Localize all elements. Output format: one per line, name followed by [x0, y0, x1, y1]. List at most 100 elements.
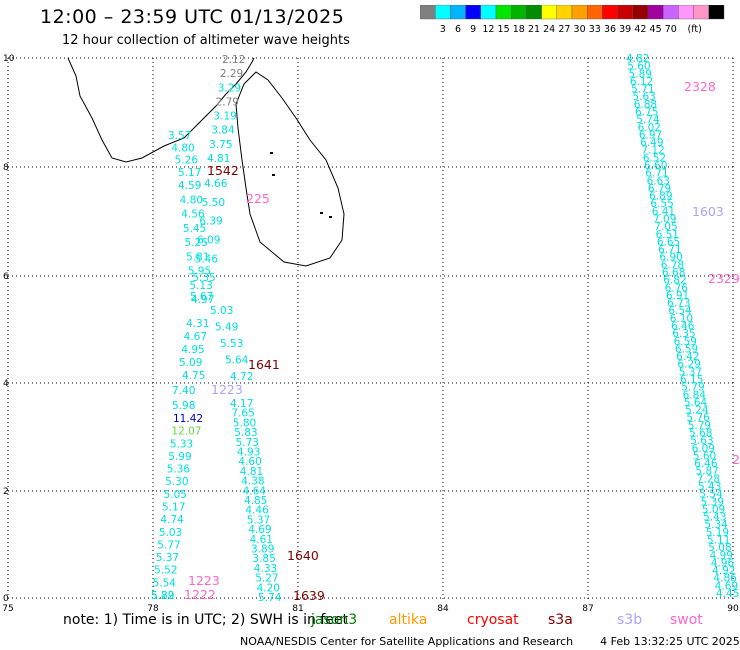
- swh-reading-track-c: 6.84: [683, 389, 707, 401]
- map-title: 12:00 – 23:59 UTC 01/13/2025: [40, 6, 345, 28]
- swh-reading-track-b: 4.59: [178, 180, 201, 192]
- swh-reading-track-a: 4.93: [237, 447, 260, 459]
- swh-reading-track-a: 3.89: [251, 544, 274, 556]
- swh-reading-track-c: 6.90: [659, 252, 682, 264]
- swh-reading-track-c: 5.63: [690, 435, 713, 447]
- swh-reading-track-c: 6.68: [662, 267, 685, 279]
- pass-time-label: 1223: [211, 382, 243, 397]
- swh-reading-track-c: 5.79: [688, 420, 711, 432]
- swh-reading-track-c: 6.52: [643, 152, 666, 164]
- swh-reading-track-a: 4.85: [244, 495, 267, 507]
- latitude-tick: 8: [3, 163, 9, 173]
- swh-reading-track-a: 3.84: [211, 125, 235, 137]
- legend-label: 39: [619, 24, 631, 35]
- swh-reading-track-b: 5.81: [186, 251, 209, 263]
- swh-reading-track-c: 6.91: [666, 290, 689, 302]
- latitude-tick: 0: [3, 594, 9, 604]
- swh-reading-track-c: 6.55: [650, 198, 673, 210]
- mission-label-s3b: s3b: [617, 612, 643, 628]
- island: [272, 174, 275, 176]
- pass-time-label: 1223: [188, 573, 220, 588]
- legend-label: 6: [455, 24, 461, 35]
- swh-reading-track-c: 4.92: [712, 565, 735, 577]
- swh-reading-track-b: 4.74: [160, 514, 184, 526]
- swh-reading-track-a: 5.35: [192, 272, 215, 284]
- pass-time-label: 1640: [287, 548, 319, 563]
- legend-label: 70: [665, 24, 677, 35]
- generated-timestamp: 4 Feb 13:32:25 UTC 2025: [600, 635, 740, 648]
- swh-reading-track-b: 4.80: [180, 194, 203, 206]
- latitude-tick: 6: [3, 272, 9, 282]
- swh-reading-track-b: 5.95: [188, 266, 211, 278]
- swh-reading-track-b: 4.67: [184, 331, 207, 343]
- swh-reading-track-b: 4.95: [181, 344, 204, 356]
- swh-reading-track-c: 6.78: [661, 259, 684, 271]
- swh-reading-track-c: 6.79: [648, 183, 671, 195]
- swh-reading-track-a: 7.65: [231, 408, 254, 420]
- latitude-tick: 2: [3, 487, 9, 497]
- swh-reading-track-b: 5.03: [159, 527, 182, 539]
- swh-reading-track-c: 6.09: [692, 443, 715, 455]
- swh-reading-track-a: 5.73: [236, 437, 259, 449]
- swh-reading-track-a: 5.50: [202, 197, 225, 209]
- swh-reading-track-a: 3.19: [213, 111, 236, 123]
- swh-reading-track-c: 6.97: [639, 129, 662, 141]
- swh-reading-track-b: 5.13: [189, 280, 212, 292]
- swh-reading-track-a: 3.29: [218, 82, 241, 94]
- swh-reading-track-c: 5.34: [704, 519, 728, 531]
- swh-reading-track-b: 5.89: [151, 590, 174, 602]
- pass-time-label: 225: [246, 191, 270, 206]
- swh-reading-track-b: 3.57: [168, 130, 191, 142]
- swh-reading-track-c: 6.76: [665, 282, 689, 294]
- swh-reading-track-c: 5.43: [703, 512, 726, 524]
- swh-reading-track-c: 6.29: [677, 359, 700, 371]
- swh-reading-track-c: 6.59: [674, 336, 697, 348]
- swh-reading-track-a: 5.64: [225, 355, 249, 367]
- swh-reading-track-c: 4.82: [626, 53, 649, 65]
- swh-reading-track-b: 5.45: [183, 223, 206, 235]
- swh-reading-track-c: 6.59: [675, 343, 698, 355]
- map-subtitle: 12 hour collection of altimeter wave hei…: [62, 33, 350, 48]
- longitude-tick: 90: [727, 604, 739, 612]
- swh-reading-track-c: 6.54: [668, 305, 692, 317]
- legend-label: 33: [589, 24, 601, 35]
- swh-reading-track-c: 6.42: [676, 351, 699, 363]
- swh-reading-track-a: 4.33: [254, 563, 277, 575]
- swh-reading-track-b: 5.30: [165, 476, 188, 488]
- swh-reading-track-b: 5.77: [157, 539, 180, 551]
- swh-reading-track-c: 6.15: [680, 374, 703, 386]
- mission-label-cryosat: cryosat: [467, 612, 519, 628]
- swh-reading-track-b: 4.80: [171, 142, 194, 154]
- latitude-tick: 10: [3, 54, 15, 64]
- swh-reading-track-a: 3.85: [252, 553, 275, 565]
- altimeter-map: 75 78 81 84 87 90 0 2 4 6 8 10 2.12 2.29 3.29 2.79 3.19 3…: [2, 53, 740, 612]
- swh-reading-track-a: 4.46: [245, 505, 269, 517]
- island: [320, 212, 323, 214]
- legend-label: 18: [513, 24, 525, 35]
- swh-reading-track-c: 5.60: [627, 61, 650, 73]
- swh-reading-track-a: 5.49: [215, 322, 238, 334]
- legend-label: 15: [498, 24, 510, 35]
- swh-reading-track-c: 5.74: [636, 114, 660, 126]
- swh-reading-track-c: 6.35: [672, 328, 695, 340]
- swh-reading-track-b: 4.75: [182, 370, 205, 382]
- swh-reading-track-a: 4.81: [207, 153, 230, 165]
- swh-reading-track-a: 4.60: [238, 456, 261, 468]
- swh-reading-track-c: 5.09: [702, 504, 725, 516]
- swh-reading-track-a: 4.20: [257, 582, 280, 594]
- swh-reading-track-a: 3.75: [209, 139, 232, 151]
- swh-reading-track-a: 4.64: [243, 485, 267, 497]
- swh-reading-track-a: 4.72: [230, 371, 253, 383]
- swh-reading-track-c: 6.02: [638, 122, 661, 134]
- swh-reading-track-c: 6.60: [644, 160, 667, 172]
- swh-reading-track-b: 5.54: [153, 577, 177, 589]
- island: [270, 152, 273, 154]
- swh-reading-track-a: 4.66: [204, 178, 228, 190]
- swh-reading-track-a: 4.17: [230, 398, 253, 410]
- swh-reading-track-c: 5.54: [699, 489, 723, 501]
- swh-reading-track-c: 5.71: [631, 84, 654, 96]
- swh-reading-track-c: 5.11: [707, 535, 730, 547]
- swh-reading-track-b: 5.52: [154, 565, 177, 577]
- footnote: note: 1) Time is in UTC; 2) SWH is in fe…: [63, 612, 349, 628]
- swh-reading-track-a: 4.38: [241, 476, 264, 488]
